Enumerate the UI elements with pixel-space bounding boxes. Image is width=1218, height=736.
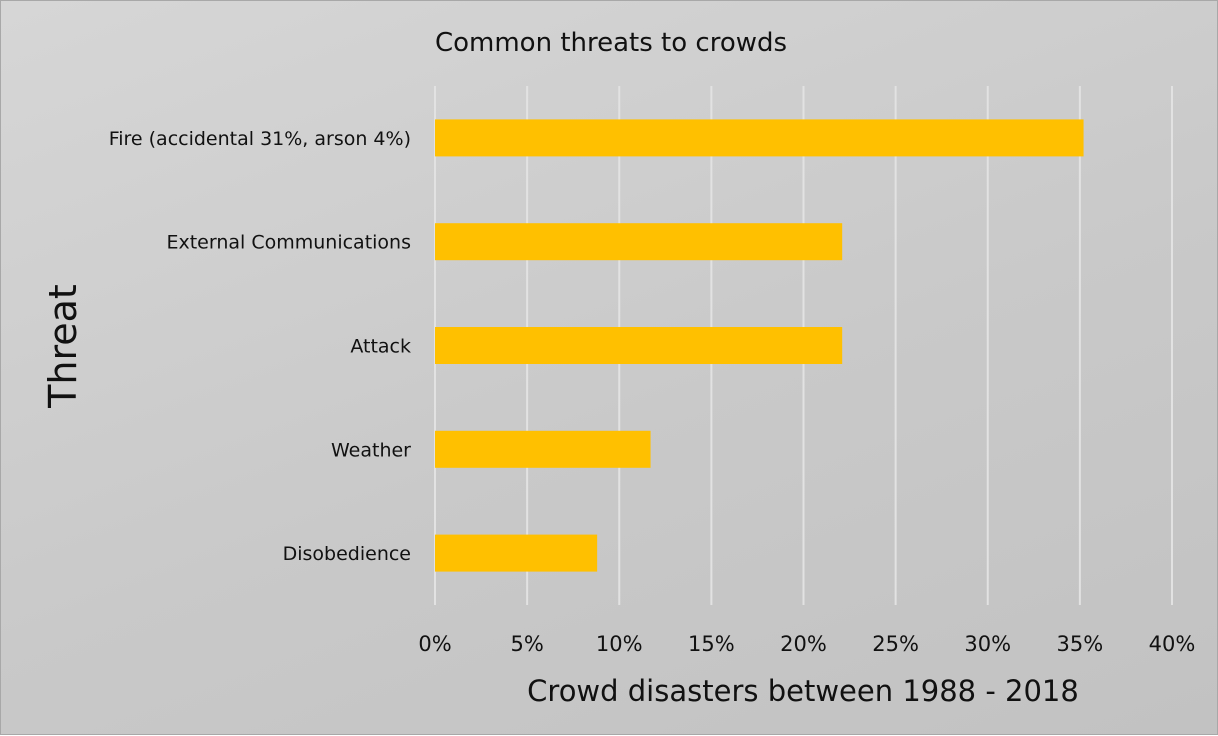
category-label: Attack	[350, 336, 411, 358]
category-label: Disobedience	[283, 543, 411, 565]
bar	[435, 327, 843, 364]
bar	[435, 534, 598, 572]
bar	[435, 430, 651, 468]
category-label: External Communications	[166, 232, 411, 254]
category-label: Fire (accidental 31%, arson 4%)	[109, 128, 411, 150]
x-tick-label: 5%	[510, 632, 543, 656]
x-tick-label: 40%	[1149, 632, 1196, 656]
chart-title: Common threats to crowds	[435, 28, 787, 58]
x-axis-label: Crowd disasters between 1988 - 2018	[527, 674, 1079, 708]
bar	[435, 223, 843, 261]
category-label: Weather	[331, 439, 411, 461]
y-axis-label: Threat	[41, 284, 85, 409]
x-tick-label: 0%	[418, 632, 451, 656]
x-tick-label: 35%	[1057, 632, 1104, 656]
bar	[435, 119, 1084, 157]
bars	[435, 119, 1084, 572]
category-labels: Fire (accidental 31%, arson 4%) External …	[109, 128, 411, 565]
x-tick-label: 25%	[872, 632, 919, 656]
x-tick-label: 20%	[780, 632, 827, 656]
x-tick-label: 15%	[688, 632, 735, 656]
x-tick-label: 30%	[964, 632, 1011, 656]
x-tick-label: 10%	[596, 632, 643, 656]
x-tick-labels: 0% 5% 10% 15% 20% 25% 30% 35% 40%	[418, 632, 1195, 656]
